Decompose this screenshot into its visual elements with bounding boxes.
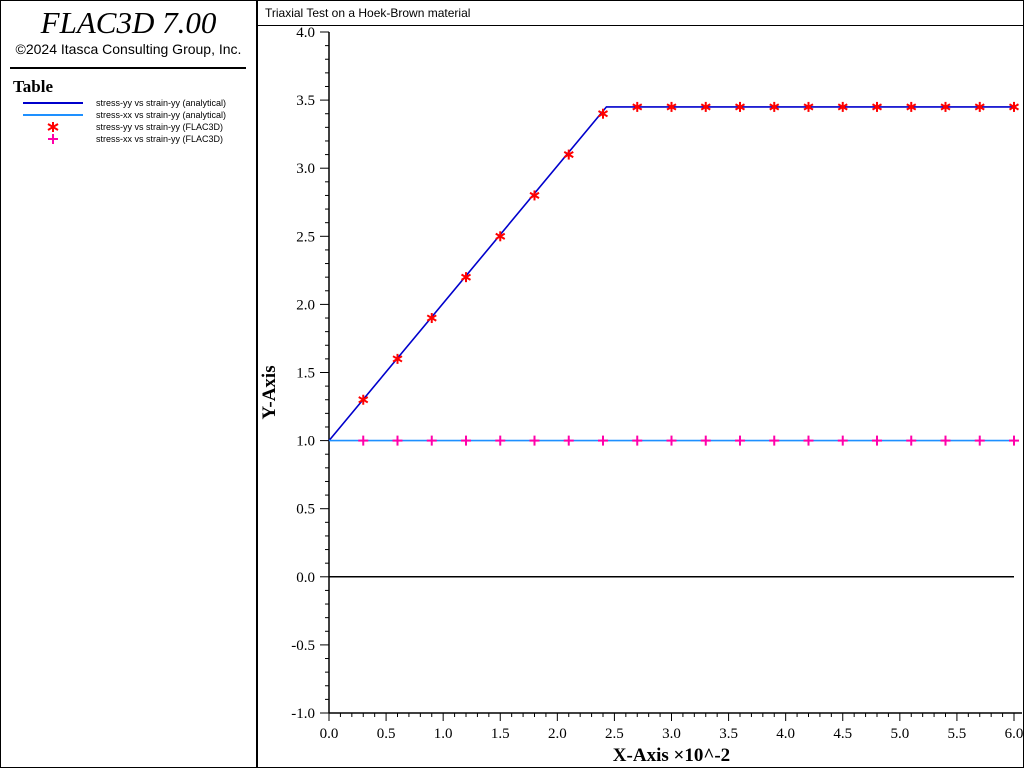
data-point-plus <box>906 435 917 446</box>
data-point-asterisk <box>1008 101 1020 112</box>
y-tick-label: 0.0 <box>296 570 315 586</box>
data-point-plus <box>461 435 471 446</box>
data-point-asterisk <box>666 101 677 112</box>
data-point-plus <box>529 435 540 446</box>
legend-label: stress-yy vs strain-yy (FLAC3D) <box>96 122 224 132</box>
data-point-plus <box>735 435 745 446</box>
legend-label: stress-yy vs strain-yy (analytical) <box>96 98 227 108</box>
data-point-asterisk <box>940 101 951 112</box>
data-point-asterisk <box>974 101 985 112</box>
data-point-asterisk <box>495 231 506 242</box>
x-tick-label: 5.5 <box>948 726 967 742</box>
x-tick-label: 3.5 <box>719 726 738 742</box>
data-point-plus <box>700 435 711 446</box>
data-point-plus <box>803 435 814 446</box>
series-line <box>328 106 1014 442</box>
data-point-plus <box>872 435 882 446</box>
legend-item-stress-xx-analytical: stress-xx vs strain-yy (analytical) <box>21 109 251 121</box>
data-point-plus <box>632 435 643 446</box>
data-point-plus <box>769 435 780 446</box>
data-point-asterisk <box>700 101 711 112</box>
x-tick-label: 0.5 <box>377 726 396 742</box>
copyright-text: ©2024 Itasca Consulting Group, Inc. <box>15 41 242 57</box>
data-point-asterisk <box>871 101 883 112</box>
plot-title: Triaxial Test on a Hoek-Brown material <box>265 6 471 20</box>
data-point-plus <box>563 435 574 446</box>
data-point-plus <box>598 435 608 446</box>
data-point-asterisk <box>906 101 917 112</box>
y-tick-label: 0.5 <box>296 502 315 518</box>
data-point-plus <box>837 435 848 446</box>
x-tick-label: 3.0 <box>662 726 681 742</box>
data-point-plus <box>1009 435 1019 446</box>
y-tick-label: 2.5 <box>296 229 315 245</box>
y-axis-title: Y-Axis <box>259 365 280 419</box>
data-point-asterisk <box>734 101 746 112</box>
x-tick-label: 2.0 <box>548 726 567 742</box>
data-point-plus <box>940 435 951 446</box>
legend-label: stress-xx vs strain-yy (analytical) <box>96 110 227 120</box>
data-point-asterisk <box>803 101 814 112</box>
legend-plus-icon <box>48 134 58 144</box>
data-point-asterisk <box>358 394 369 405</box>
legend-asterisk-icon <box>47 122 59 132</box>
legend-panel: FLAC3D 7.00 ©2024 Itasca Consulting Grou… <box>1 1 258 767</box>
data-point-plus <box>392 435 403 446</box>
y-tick-label: 4.0 <box>296 25 315 41</box>
legend-item-stress-xx-flac3d: stress-xx vs strain-yy (FLAC3D) <box>21 133 251 145</box>
x-tick-label: 5.0 <box>890 726 909 742</box>
data-point-plus <box>358 435 369 446</box>
data-point-asterisk <box>563 149 574 160</box>
y-tick-label: 3.0 <box>296 161 315 177</box>
app-title: FLAC3D 7.00 <box>40 5 217 40</box>
panel-divider <box>10 67 246 69</box>
data-point-asterisk <box>632 101 643 112</box>
x-tick-label: 6.0 <box>1005 726 1023 742</box>
legend-line-swatch <box>23 114 83 116</box>
data-point-asterisk <box>460 272 472 283</box>
x-tick-label: 1.0 <box>434 726 453 742</box>
data-point-asterisk <box>597 108 609 119</box>
y-tick-label: -1.0 <box>291 706 315 722</box>
data-point-plus <box>974 435 985 446</box>
data-point-asterisk <box>769 101 780 112</box>
data-point-plus <box>666 435 677 446</box>
x-tick-label: 0.0 <box>320 726 339 742</box>
data-point-plus <box>495 435 506 446</box>
x-tick-label: 1.5 <box>491 726 510 742</box>
y-tick-label: -0.5 <box>291 638 315 654</box>
legend-item-stress-yy-flac3d: stress-yy vs strain-yy (FLAC3D) <box>21 121 251 133</box>
data-point-asterisk <box>392 353 403 364</box>
y-tick-label: 2.0 <box>296 297 315 313</box>
data-point-plus <box>426 435 437 446</box>
x-tick-label: 4.0 <box>776 726 795 742</box>
legend-line-swatch <box>23 102 83 104</box>
y-tick-label: 1.5 <box>296 366 315 382</box>
legend-label: stress-xx vs strain-yy (FLAC3D) <box>96 134 224 144</box>
data-point-asterisk <box>837 101 848 112</box>
legend-heading: Table <box>13 77 54 96</box>
x-axis-title: X-Axis ×10^-2 <box>613 745 730 766</box>
legend-item-stress-yy-analytical: stress-yy vs strain-yy (analytical) <box>21 97 251 109</box>
data-point-asterisk <box>529 190 540 201</box>
y-tick-label: 1.0 <box>296 434 315 450</box>
data-point-asterisk <box>426 313 437 324</box>
x-tick-label: 2.5 <box>605 726 624 742</box>
y-tick-label: 3.5 <box>296 93 315 109</box>
plot-title-bar: Triaxial Test on a Hoek-Brown material <box>258 1 1023 26</box>
x-tick-label: 4.5 <box>833 726 852 742</box>
